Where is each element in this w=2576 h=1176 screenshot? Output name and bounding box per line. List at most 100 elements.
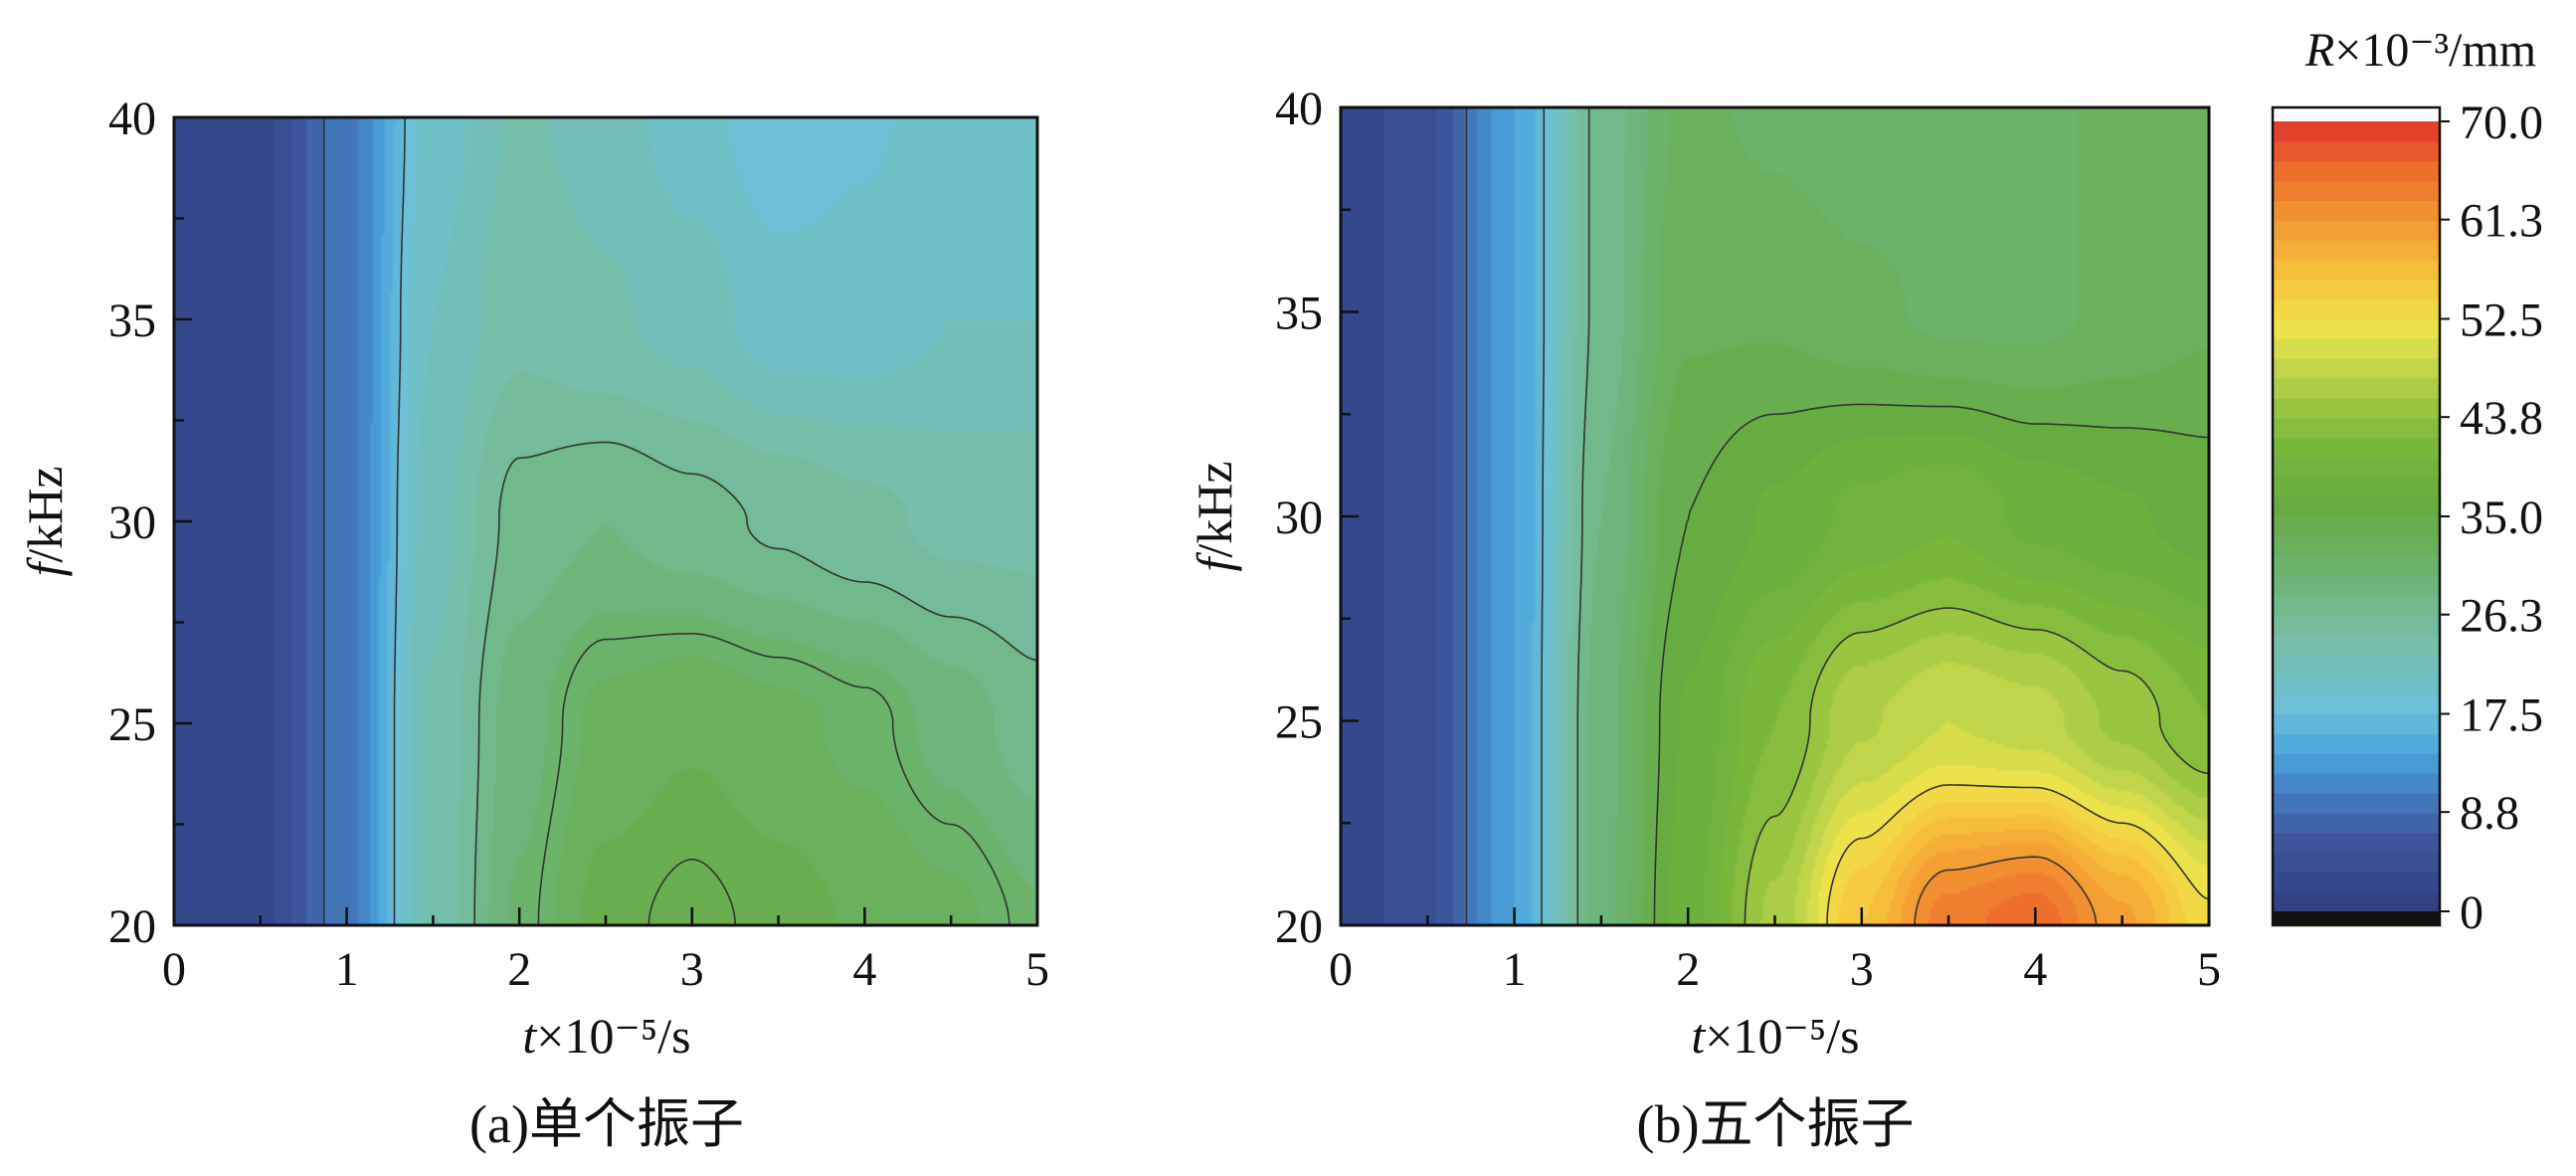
colorbar-band: [2273, 693, 2440, 715]
colorbar-band: [2273, 437, 2440, 459]
colorbar-tick-label: 26.3: [2460, 590, 2543, 643]
colorbar-title: R×10⁻³/mm: [2304, 24, 2536, 77]
colorbar-band: [2273, 180, 2440, 201]
contour-line-30.5: [537, 633, 1011, 924]
colorbar-band: [2273, 575, 2440, 596]
colorbar-band: [2273, 279, 2440, 300]
y-tick-label-20: 20: [1275, 900, 1323, 953]
contour-line-34.5: [647, 859, 736, 924]
heatmap-a: [174, 117, 1037, 925]
colorbar-band: [2273, 812, 2440, 834]
colorbar-tick-label: 0: [2460, 886, 2484, 939]
x-axis-label-b: t×10⁻⁵/s: [1691, 1008, 1859, 1064]
contour-line-61.3: [1914, 856, 2098, 924]
x-tick-label-4: 4: [2023, 943, 2047, 996]
y-tick-label-40: 40: [108, 93, 156, 145]
y-tick-label-30: 30: [1275, 491, 1323, 544]
colorbar-tick-label: 8.8: [2460, 787, 2519, 840]
colorbar-band: [2273, 555, 2440, 577]
contour-line-52.5: [1826, 784, 2208, 924]
colorbar-band: [2273, 535, 2440, 557]
x-tick-label-1: 1: [1503, 943, 1527, 996]
contour-line-26.3: [1576, 108, 1590, 924]
colorbar-tick-label: 17.5: [2460, 689, 2543, 742]
colorbar-band: [2273, 615, 2440, 636]
x-tick-label-2: 2: [507, 943, 531, 996]
colorbar-tick-label: 61.3: [2460, 195, 2543, 248]
colorbar-band: [2273, 338, 2440, 359]
colorbar-band: [2273, 477, 2440, 497]
colorbar-band: [2273, 891, 2440, 912]
y-tick-label-20: 20: [108, 900, 156, 953]
colorbar-band: [2273, 852, 2440, 873]
contour-line-35: [1653, 403, 2208, 924]
caption-b: (b)五个振子: [1637, 1094, 1915, 1154]
colorbar-under-band: [2273, 911, 2440, 925]
colorbar-band: [2273, 318, 2440, 339]
colorbar-band: [2273, 378, 2440, 399]
colorbar-ticks: 70.0 61.3 52.5 43.8 35.0 26.3 17.5 8.8 0: [2440, 97, 2543, 939]
colorbar-band: [2273, 872, 2440, 892]
colorbar-band: [2273, 358, 2440, 379]
colorbar-band: [2273, 733, 2440, 754]
x-axis-label-a: t×10⁻⁵/s: [522, 1008, 690, 1064]
y-axis-label-a: f/kHz: [17, 466, 73, 576]
colorbar-over-band: [2273, 107, 2440, 121]
colorbar-band: [2273, 773, 2440, 794]
colorbar-band: [2273, 595, 2440, 616]
contour-lines-a: [323, 118, 1036, 924]
contour-lines-b: [1465, 108, 2208, 924]
x-tick-label-0: 0: [162, 943, 186, 996]
colorbar-tick-label: 52.5: [2460, 294, 2543, 347]
colorbar-band: [2273, 200, 2440, 221]
colorbar-band: [2273, 417, 2440, 439]
colorbar: R×10⁻³/mm 70.0 61.3 52.5 43.8 35.0 26.3 17.5 8.…: [2271, 24, 2543, 939]
colorbar-band: [2273, 832, 2440, 854]
colorbar-bands: [2273, 107, 2440, 925]
colorbar-band: [2273, 220, 2440, 241]
colorbar-band: [2273, 654, 2440, 676]
colorbar-band: [2273, 160, 2440, 182]
x-tick-label-1: 1: [335, 943, 359, 996]
panel-a: 0 1 2 3 4 5 20 25 30 35 40 t×10⁻⁵/s f/kHz (a)单个振子: [17, 93, 1049, 1154]
colorbar-band: [2273, 674, 2440, 695]
x-tick-label-3: 3: [1850, 943, 1874, 996]
colorbar-band: [2273, 457, 2440, 478]
colorbar-tick-label: 43.8: [2460, 392, 2543, 445]
x-tick-label-5: 5: [2197, 943, 2221, 996]
caption-a: (a)单个振子: [469, 1094, 744, 1154]
x-tick-label-3: 3: [680, 943, 704, 996]
colorbar-tick-label: 35.0: [2460, 491, 2543, 544]
contour-line-26.3: [473, 441, 1036, 924]
colorbar-band: [2273, 397, 2440, 419]
contour-line-17.5: [393, 118, 406, 924]
axis-ticks-b: 0 1 2 3 4 5 20 25 30 35 40: [1275, 83, 2221, 996]
y-axis-label-b: f/kHz: [1187, 461, 1242, 571]
colorbar-band: [2273, 713, 2440, 734]
y-tick-label-35: 35: [108, 294, 156, 347]
heatmap-b: [1341, 107, 2209, 925]
x-tick-label-4: 4: [852, 943, 876, 996]
y-tick-label-30: 30: [108, 496, 156, 549]
colorbar-band: [2273, 792, 2440, 814]
colorbar-band: [2273, 496, 2440, 517]
y-tick-label-40: 40: [1275, 83, 1323, 135]
y-tick-label-25: 25: [1275, 696, 1323, 749]
x-tick-label-2: 2: [1676, 943, 1700, 996]
colorbar-band: [2273, 140, 2440, 162]
y-tick-label-35: 35: [1275, 288, 1323, 340]
colorbar-band: [2273, 121, 2440, 142]
colorbar-band: [2273, 635, 2440, 656]
axis-ticks-a: 0 1 2 3 4 5 20 25 30 35 40: [108, 93, 1049, 996]
colorbar-band: [2273, 298, 2440, 320]
contour-line-43.8: [1744, 607, 2208, 924]
colorbar-band: [2273, 240, 2440, 261]
panel-b: 0 1 2 3 4 5 20 25 30 35 40 t×10⁻⁵/s f/kHz (b)五个振子: [1187, 83, 2221, 1154]
colorbar-band: [2273, 516, 2440, 537]
y-tick-label-25: 25: [108, 698, 156, 751]
x-tick-label-0: 0: [1329, 943, 1353, 996]
colorbar-tick-label: 70.0: [2460, 97, 2543, 149]
colorbar-band: [2273, 259, 2440, 281]
contour-line-17.5: [1541, 108, 1546, 924]
